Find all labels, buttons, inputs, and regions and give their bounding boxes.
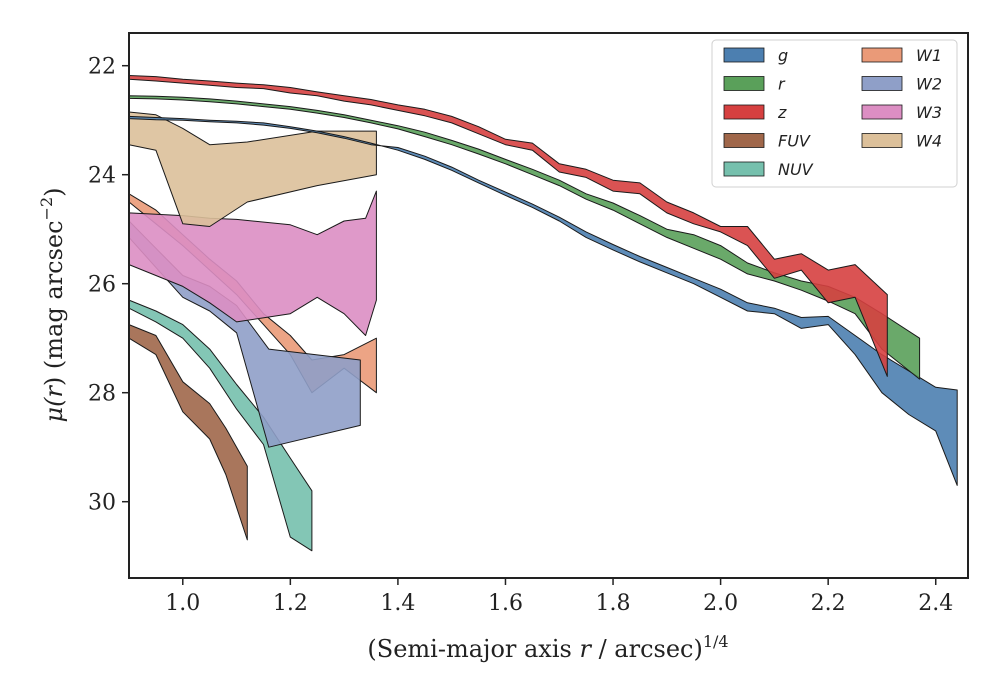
band-z: [128, 75, 888, 377]
band-r: [128, 95, 921, 380]
band-g: [128, 115, 958, 486]
plot-frame: [128, 32, 969, 579]
legend-swatch-w1: [861, 47, 903, 63]
x-tick-label: 2.0: [703, 591, 738, 616]
legend-swatch-r: [723, 76, 765, 91]
legend-swatch-w4: [861, 133, 903, 148]
legend-label-w2: W2: [916, 75, 942, 94]
legend-swatch-g: [723, 47, 765, 63]
x-tick-label: 2.2: [811, 591, 846, 616]
x-axis: 1.0 1.2 1.4 1.6 1.8 2.0 2.2 2.4: [165, 578, 953, 616]
band-nuv: [128, 299, 313, 552]
legend-label-g: g: [778, 46, 788, 65]
x-axis-label: (Semi-major axis r / arcsec)1/4: [367, 632, 728, 663]
legend-label-w4: W4: [916, 132, 942, 151]
x-tick-label: 1.0: [165, 591, 200, 616]
legend-swatch-fuv: [723, 133, 765, 148]
y-tick-label: 30: [88, 491, 116, 516]
legend-label-nuv: NUV: [778, 160, 814, 179]
legend-label-fuv: FUV: [778, 132, 811, 151]
legend-swatch-w3: [861, 104, 903, 120]
legend: grz FUV NUV W1 W2 W3 W4: [711, 39, 958, 188]
band-fuv: [128, 324, 248, 541]
legend-label-r: r: [778, 75, 786, 94]
x-tick-label: 2.4: [918, 591, 953, 616]
x-tick-label: 1.4: [380, 591, 415, 616]
legend-swatch-z: [723, 104, 765, 120]
band-w4: [128, 111, 377, 227]
x-tick-label: 1.2: [273, 591, 308, 616]
y-tick-label: 28: [88, 382, 116, 407]
legend-label-z: z: [777, 103, 787, 122]
y-axis-label: μ(r) (mag arcsec−2): [37, 187, 68, 422]
legend-label-w3: W3: [916, 103, 942, 122]
legend-swatch-w2: [861, 76, 903, 91]
x-tick-label: 1.6: [488, 591, 523, 616]
y-tick-label: 24: [88, 164, 116, 189]
band-w3: [128, 190, 377, 336]
y-axis: 22 24 26 28 30: [88, 55, 129, 516]
x-tick-label: 1.8: [596, 591, 631, 616]
y-tick-label: 26: [88, 273, 116, 298]
bands-layer: [128, 75, 958, 552]
legend-label-w1: W1: [916, 46, 942, 65]
y-tick-label: 22: [88, 55, 116, 80]
legend-swatch-nuv: [723, 161, 765, 177]
